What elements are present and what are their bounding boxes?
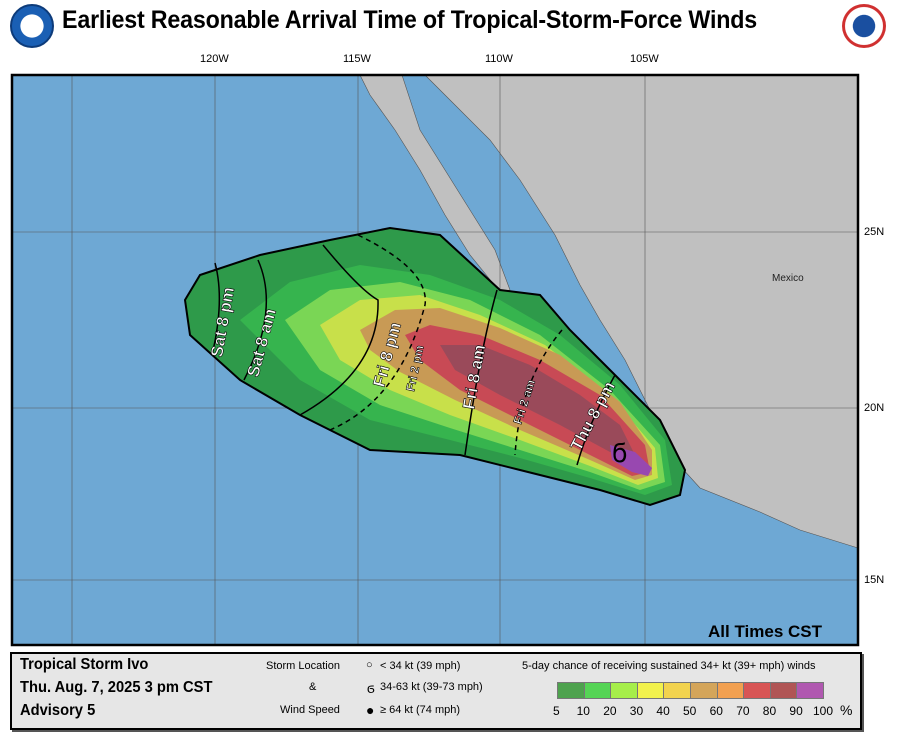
noaa-logo — [10, 4, 54, 48]
hurricane-icon: ● — [366, 702, 375, 718]
scale-swatch — [663, 682, 692, 699]
open-circle-icon: ○ — [366, 659, 373, 671]
lat-label-20n: 20N — [864, 402, 885, 414]
lat-label-15n: 15N — [864, 574, 885, 586]
scale-title: 5-day chance of receiving sustained 34+ … — [522, 660, 816, 672]
symbol-label-ts: 34-63 kt (39-73 mph) — [380, 681, 483, 693]
scale-tick: 50 — [683, 704, 697, 718]
amp-label: & — [309, 681, 317, 693]
scale-swatch — [583, 682, 612, 699]
scale-tick: 30 — [629, 704, 644, 718]
country-label-mexico: Mexico — [772, 273, 804, 284]
scale-swatch — [557, 682, 585, 699]
storm-location-label: Storm Location — [266, 660, 340, 672]
probability-swath — [183, 226, 687, 507]
mainland-mexico — [424, 74, 859, 549]
lon-label-110w: 110W — [485, 53, 513, 65]
swath-90pct — [610, 445, 652, 476]
scale-tick: 90 — [789, 704, 803, 718]
scale-swatch — [636, 682, 665, 699]
label-fri-2pm: Fri 2 pm — [403, 344, 426, 393]
scale-swatch — [610, 682, 639, 699]
scale-swatch — [743, 682, 772, 699]
wind-speed-label: Wind Speed — [280, 704, 340, 716]
timezone-note: All Times CST — [708, 622, 822, 641]
scale-swatch — [796, 682, 825, 699]
scale-tick: 80 — [762, 704, 777, 718]
map-frame — [10, 73, 860, 647]
advisory-datetime: Thu. Aug. 7, 2025 3 pm CST — [20, 679, 213, 696]
legend-panel: Tropical Storm Ivo Thu. Aug. 7, 2025 3 p… — [10, 652, 862, 730]
lon-label-115w: 115W — [343, 53, 371, 65]
tropical-storm-icon: ϭ — [612, 439, 628, 469]
scale-swatch — [690, 682, 718, 699]
page-title: Earliest Reasonable Arrival Time of Trop… — [62, 6, 758, 34]
advisory-number: Advisory 5 — [20, 702, 96, 719]
tropical-storm-icon: ϭ — [367, 680, 375, 696]
scale-tick: 5 — [553, 704, 560, 718]
scale-tick: 60 — [709, 704, 723, 718]
symbol-label-weak: < 34 kt (39 mph) — [380, 660, 461, 672]
lon-label-105w: 105W — [630, 53, 659, 65]
scale-tick: 20 — [603, 704, 617, 718]
lon-label-120w: 120W — [200, 53, 229, 65]
swath-80pct — [440, 345, 635, 455]
lat-label-25n: 25N — [864, 226, 885, 238]
arrival-contour-lines — [211, 234, 616, 466]
scale-tick: 100 — [813, 704, 834, 718]
scale-swatch — [769, 682, 798, 699]
symbol-label-hurricane: ≥ 64 kt (74 mph) — [380, 704, 461, 716]
scale-tick: 10 — [576, 704, 590, 718]
scale-tick: 40 — [656, 704, 670, 718]
nws-logo — [842, 4, 886, 48]
scale-tick: 70 — [736, 704, 750, 718]
scale-unit: % — [840, 702, 853, 718]
scale-swatch — [716, 682, 745, 699]
swath-outline — [183, 226, 687, 507]
storm-name: Tropical Storm Ivo — [20, 656, 149, 673]
